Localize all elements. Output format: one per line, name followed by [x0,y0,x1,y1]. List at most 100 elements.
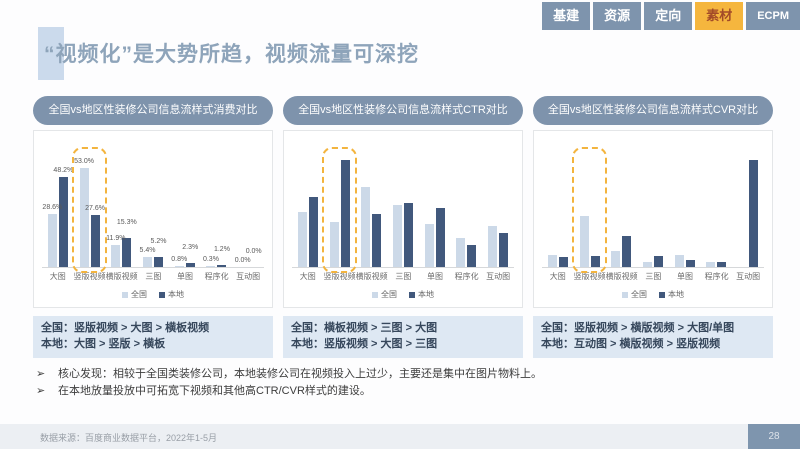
x-axis-label: 程序化 [204,272,229,281]
value-label: 53.0% [74,158,95,165]
bullet-arrow-icon: ➢ [36,368,46,380]
key-findings: ➢ 核心发现：相较于全国类装修公司，本地装修公司在视频投入上过少，主要还是集中在… [36,366,542,400]
bar [143,257,153,267]
bar [404,203,414,267]
bar [58,177,68,267]
x-axis-labels: 大图 竖版视频 横版视频 三图 单图 程序化 互动图 [42,271,264,282]
bullet-text: 核心发现：相较于全国类装修公司，本地装修公司在视频投入上过少，主要还是集中在图片… [58,368,542,380]
bar [308,197,318,267]
bar-group [482,149,514,267]
chart-card: 大图 竖版视频 横版视频 三图 单图 程序化 互动图 全国 本地 [533,130,773,308]
bar [372,214,382,267]
chart-legend: 全国 本地 [42,289,264,300]
value-label: 0.3% [202,256,219,263]
panel-title: 全国vs地区性装修公司信息流样式消费对比 [33,96,273,125]
bar [79,168,89,267]
bar-chart-ctr [292,147,514,273]
summary-local: 本地：竖版视频 > 大图 > 三图 [291,337,438,350]
highlight-dashed-box [321,147,358,273]
chart-card: 28.6% 48.2% 53.0% 27.6% 11.9% 15.3% 5.4% 5.2% 0.… [33,130,273,308]
legend-item: 本地 [159,289,184,300]
bar [611,251,621,267]
bar-group: 53.0% 27.6% [71,147,108,273]
summary-national: 全国：竖版视频 > 大图 > 横板视频 [41,322,210,334]
bar [467,245,477,267]
legend-item: 全国 [622,289,647,300]
bullet-arrow-icon: ➢ [36,385,46,398]
bar [185,263,195,267]
title-accent-block [38,27,64,80]
bar-group [321,147,358,273]
panel-title: 全国vs地区性装修公司信息流样式CVR对比 [533,96,773,125]
chart-legend: 全国 本地 [542,289,764,300]
x-axis-label: 横版视频 [105,272,138,281]
bar [456,238,466,267]
bar [154,257,164,267]
slide-title: “视频化”是大势所趋，视频流量可深挖 [44,43,419,66]
bar-chart-cvr [542,147,764,273]
value-label: 48.2% [53,167,74,174]
legend-item: 本地 [659,289,684,300]
x-axis-label: 互动图 [236,272,261,281]
value-label: 5.2% [150,238,167,245]
bar [340,160,350,267]
bar-group: 0.0% 0.0% [232,149,264,267]
x-axis-label: 竖版视频 [73,272,106,281]
x-axis-label: 竖版视频 [323,272,356,281]
nav-tab[interactable]: ECPM [746,2,800,30]
x-axis-label: 程序化 [454,272,479,281]
bar-group [732,149,764,267]
bar-group: 11.9% 15.3% [105,149,137,267]
bar-group: 28.6% 48.2% [42,149,74,267]
bar [111,245,121,267]
x-axis-label: 单图 [176,272,193,281]
bar [717,262,727,267]
bullet-item: ➢ 核心发现：相较于全国类装修公司，本地装修公司在视频投入上过少，主要还是集中在… [36,366,542,383]
bar-group [701,149,733,267]
x-axis-label: 单图 [676,272,693,281]
summary-box: 全国：横板视频 > 三图 > 大图 本地：竖版视频 > 大图 > 三图 [283,316,523,358]
bar-group [387,149,419,267]
bar [706,262,716,267]
bar [297,212,307,267]
x-axis-labels: 大图 竖版视频 横版视频 三图 单图 程序化 互动图 [292,271,514,282]
value-label: 0.8% [171,256,188,263]
x-axis-label: 三图 [395,272,412,281]
x-axis-label: 大图 [299,272,316,281]
legend-swatch [122,291,128,298]
value-label: 27.6% [85,205,106,212]
value-label: 0.0% [234,257,251,264]
data-source: 数据来源：百度商业数据平台，2022年1-5月 [40,433,218,443]
bar [579,216,589,267]
bar [547,255,557,267]
nav-tab[interactable]: 基建 [542,2,591,30]
bar [622,236,632,267]
x-axis-label: 程序化 [704,272,729,281]
bar [674,255,684,267]
nav-tabs: 基建 资源 定向 素材 ECPM [542,2,800,30]
x-axis-label: 横版视频 [355,272,388,281]
bar [499,233,509,267]
bar [206,266,216,267]
bar-group: 0.8% 2.3% [169,149,201,267]
page-number: 28 [748,424,800,449]
bar [435,208,445,267]
x-axis-label: 互动图 [736,272,761,281]
bullet-text: 在本地放量投放中可拓宽下视频和其他高CTR/CVR样式的建设。 [58,385,371,398]
bar [685,260,695,267]
summary-national: 全国：竖版视频 > 横版视频 > 大图/单图 [541,322,735,334]
nav-tab[interactable]: 素材 [695,2,744,30]
bar [393,205,403,267]
summary-box: 全国：竖版视频 > 横版视频 > 大图/单图 本地：互动图 > 横版视频 > 竖… [533,316,773,358]
summary-local: 本地：大图 > 竖版 > 横板 [41,337,166,350]
x-axis-label: 三图 [645,272,662,281]
legend-swatch [409,291,415,298]
panel-cvr: 全国vs地区性装修公司信息流样式CVR对比 大图 竖版视频 横版视频 三图 单图 程序化互… [533,96,773,358]
bar-group [355,149,387,267]
nav-tab[interactable]: 定向 [644,2,693,30]
x-axis-labels: 大图 竖版视频 横版视频 三图 单图 程序化 互动图 [542,271,764,282]
nav-tab[interactable]: 资源 [593,2,642,30]
legend-item: 全国 [122,289,147,300]
bar-group [292,149,324,267]
bar [654,256,664,267]
